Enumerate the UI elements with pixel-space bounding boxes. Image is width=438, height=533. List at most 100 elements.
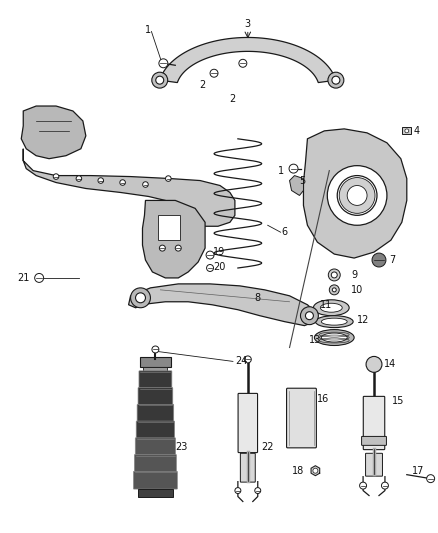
Text: 2: 2 [229, 94, 235, 104]
Circle shape [366, 357, 382, 373]
Circle shape [347, 185, 367, 205]
Text: 1: 1 [277, 166, 283, 175]
Circle shape [175, 245, 181, 251]
Bar [144, 367, 167, 372]
Bar [159, 215, 180, 240]
Circle shape [405, 129, 409, 133]
Polygon shape [160, 37, 336, 83]
FancyBboxPatch shape [135, 438, 176, 456]
Circle shape [289, 164, 298, 173]
FancyBboxPatch shape [139, 371, 172, 389]
Circle shape [159, 59, 168, 68]
FancyBboxPatch shape [137, 405, 174, 422]
Text: 13: 13 [309, 335, 321, 344]
Circle shape [305, 312, 314, 320]
Circle shape [337, 175, 377, 215]
Polygon shape [23, 149, 235, 226]
Text: 6: 6 [282, 227, 288, 237]
Circle shape [313, 468, 318, 473]
FancyBboxPatch shape [286, 388, 316, 448]
Circle shape [329, 285, 339, 295]
FancyBboxPatch shape [366, 453, 382, 476]
Circle shape [76, 176, 81, 181]
Text: 10: 10 [351, 285, 364, 295]
Circle shape [152, 346, 159, 353]
FancyBboxPatch shape [363, 397, 385, 450]
Text: 20: 20 [213, 262, 226, 272]
Text: 12: 12 [357, 314, 370, 325]
Circle shape [207, 264, 214, 271]
Circle shape [35, 273, 44, 282]
Text: 19: 19 [213, 247, 225, 257]
Circle shape [143, 182, 148, 187]
Circle shape [300, 307, 318, 325]
Text: 22: 22 [262, 442, 274, 452]
Polygon shape [290, 175, 304, 196]
Circle shape [244, 356, 251, 363]
Circle shape [131, 288, 150, 308]
Circle shape [381, 482, 389, 489]
Circle shape [98, 178, 103, 183]
Circle shape [332, 76, 340, 84]
Text: 17: 17 [412, 466, 424, 475]
Text: 7: 7 [389, 255, 395, 265]
FancyBboxPatch shape [134, 471, 177, 489]
Text: 2: 2 [199, 80, 205, 90]
Circle shape [331, 272, 337, 278]
Text: 21: 21 [17, 273, 29, 283]
Ellipse shape [315, 316, 353, 328]
FancyBboxPatch shape [134, 455, 177, 472]
Circle shape [339, 177, 375, 213]
Ellipse shape [314, 300, 349, 316]
Bar [138, 489, 173, 497]
Circle shape [210, 69, 218, 77]
Text: 9: 9 [351, 270, 357, 280]
Polygon shape [304, 129, 407, 258]
Circle shape [360, 482, 367, 489]
Circle shape [427, 475, 434, 482]
Circle shape [206, 251, 214, 259]
Circle shape [159, 245, 165, 251]
FancyBboxPatch shape [240, 453, 255, 482]
Ellipse shape [321, 318, 347, 325]
Circle shape [239, 59, 247, 67]
Circle shape [53, 174, 59, 180]
Ellipse shape [320, 303, 342, 312]
Circle shape [328, 269, 340, 281]
Text: 14: 14 [384, 359, 396, 369]
Text: 18: 18 [292, 466, 304, 475]
Ellipse shape [314, 329, 354, 345]
Text: 1: 1 [145, 25, 152, 35]
Text: 3: 3 [245, 19, 251, 29]
Polygon shape [21, 106, 86, 159]
Text: 16: 16 [318, 394, 330, 404]
Circle shape [328, 72, 344, 88]
Ellipse shape [321, 333, 347, 342]
Circle shape [120, 180, 125, 185]
Polygon shape [311, 466, 320, 475]
Circle shape [332, 288, 336, 292]
Circle shape [235, 488, 241, 494]
Polygon shape [142, 200, 205, 278]
Text: 24: 24 [235, 357, 247, 366]
Circle shape [327, 166, 387, 225]
FancyBboxPatch shape [136, 421, 175, 439]
Circle shape [135, 293, 145, 303]
Circle shape [156, 76, 164, 84]
FancyBboxPatch shape [362, 437, 386, 446]
FancyBboxPatch shape [238, 393, 258, 453]
Bar [403, 127, 411, 134]
Text: 5: 5 [300, 175, 306, 185]
Circle shape [166, 176, 171, 181]
Text: 8: 8 [255, 293, 261, 303]
Text: 4: 4 [414, 126, 420, 136]
Text: 15: 15 [392, 396, 404, 406]
Circle shape [152, 72, 168, 88]
Bar [140, 358, 171, 367]
Text: 23: 23 [175, 442, 187, 452]
Circle shape [255, 488, 261, 494]
Circle shape [372, 253, 386, 267]
FancyBboxPatch shape [138, 387, 173, 405]
Text: 11: 11 [320, 300, 332, 310]
Polygon shape [129, 284, 318, 326]
